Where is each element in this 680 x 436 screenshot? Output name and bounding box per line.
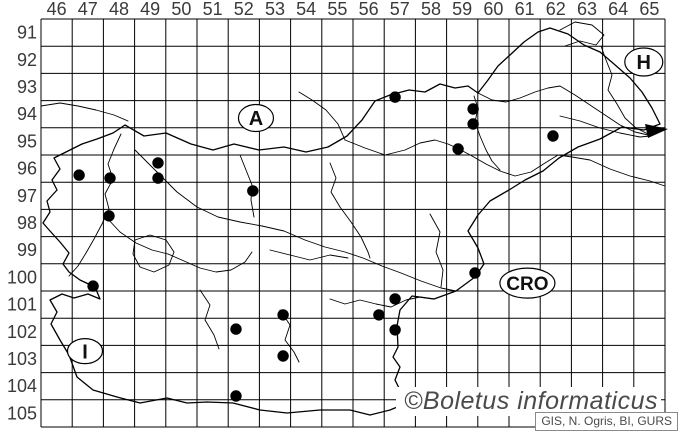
x-axis-label: 51 [203,0,223,19]
river-pivka [199,289,220,350]
occurrence-dot [277,309,289,321]
y-axis-label: 104 [7,376,37,396]
river-drava-austria [40,102,129,122]
country-border [42,27,661,416]
occurrence-dot [547,130,559,142]
region-text: H [637,52,651,74]
region-text: A [249,108,263,130]
x-axis-label: 55 [327,0,347,19]
occurrence-dot [467,103,479,115]
occurrence-dot [277,350,289,362]
river-east-stream [559,115,651,138]
x-axis-label: 60 [483,0,503,19]
x-axis-label: 62 [546,0,566,19]
occurrence-dot [389,91,401,103]
y-axis-label: 96 [17,159,37,179]
occurrence-dot [389,324,401,336]
x-axis-label: 46 [47,0,67,19]
occurrence-dot [73,169,85,181]
credits-badge: GIS, N. Ogris, BI, GURS [535,412,678,431]
occurrence-dot [469,267,481,279]
river-soca [68,133,122,277]
occurrence-dot [452,143,464,155]
river-ljubljanica [167,251,253,273]
x-axis-label: 54 [296,0,316,19]
occurrence-dot [373,309,385,321]
y-axis-label: 101 [7,295,37,315]
x-axis-label: 59 [452,0,472,19]
y-axis-label: 103 [7,349,37,369]
x-axis-label: 52 [234,0,254,19]
x-axis-label: 61 [515,0,535,19]
watermark: ©Boletus informaticus [395,387,661,416]
y-axis-label: 94 [17,104,37,124]
occurrence-dot [230,323,242,335]
rivers [40,21,666,363]
x-axis-label: 48 [109,0,129,19]
occurrence-dot [152,172,164,184]
x-axis-label: 63 [577,0,597,19]
region-ellipse [624,47,664,77]
river-marsh-loop [132,234,175,273]
x-axis-label: 57 [390,0,410,19]
river-ledava [600,45,649,135]
river-kocevje-stream [279,309,300,363]
river-confluence-mark [645,124,668,138]
x-axis-label: 58 [421,0,441,19]
river-sava [134,149,457,292]
occurrence-dot [467,118,479,130]
x-axis-label: 65 [639,0,659,19]
river-savinja [329,162,371,259]
region-label-CRO: CRO [499,267,556,299]
occurrence-dot [87,280,99,292]
river-drava [344,139,666,187]
river-krka [329,296,435,308]
x-axis-label: 56 [359,0,379,19]
region-ellipse [499,267,556,299]
region-label-A: A [237,103,275,133]
occurrence-dot [103,210,115,222]
occurrence-dots [73,91,559,402]
river-drava-inflow [298,91,346,141]
river-mirna [429,213,444,288]
region-ellipse [66,338,104,365]
region-labels: A H CRO I [66,47,664,365]
x-axis-label: 49 [140,0,160,19]
y-axis-label: 91 [17,23,37,43]
region-label-I: I [66,338,104,365]
axis-labels: 46 47 48 49 50 51 52 53 54 55 56 57 58 59 60 61 62 63 64 65… [7,0,659,423]
region-label-H: H [624,47,664,77]
x-axis-label: 50 [171,0,191,19]
occurrence-dot [247,185,259,197]
y-axis-label: 100 [7,267,37,287]
river-idrijca [106,217,169,255]
y-axis-label: 93 [17,77,37,97]
region-ellipse [237,103,275,133]
occurrence-dot [104,172,116,184]
grid-lines [40,18,666,428]
river-kamniska [239,154,255,218]
river-austria-loop [559,21,605,47]
river-lower-sava-trib [269,249,349,261]
y-axis-label: 102 [7,322,37,342]
region-text: I [82,341,88,363]
occurrence-dot [230,390,242,402]
occurrence-dot [152,157,164,169]
river-mura [477,85,649,136]
y-axis-label: 98 [17,213,37,233]
y-axis-label: 92 [17,50,37,70]
occurrence-dot [389,293,401,305]
x-axis-label: 47 [78,0,98,19]
y-axis-label: 97 [17,186,37,206]
y-axis-label: 99 [17,240,37,260]
region-text: CRO [506,274,548,295]
x-axis-label: 53 [265,0,285,19]
y-axis-label: 105 [7,403,37,423]
y-axis-label: 95 [17,131,37,151]
x-axis-label: 64 [608,0,628,19]
